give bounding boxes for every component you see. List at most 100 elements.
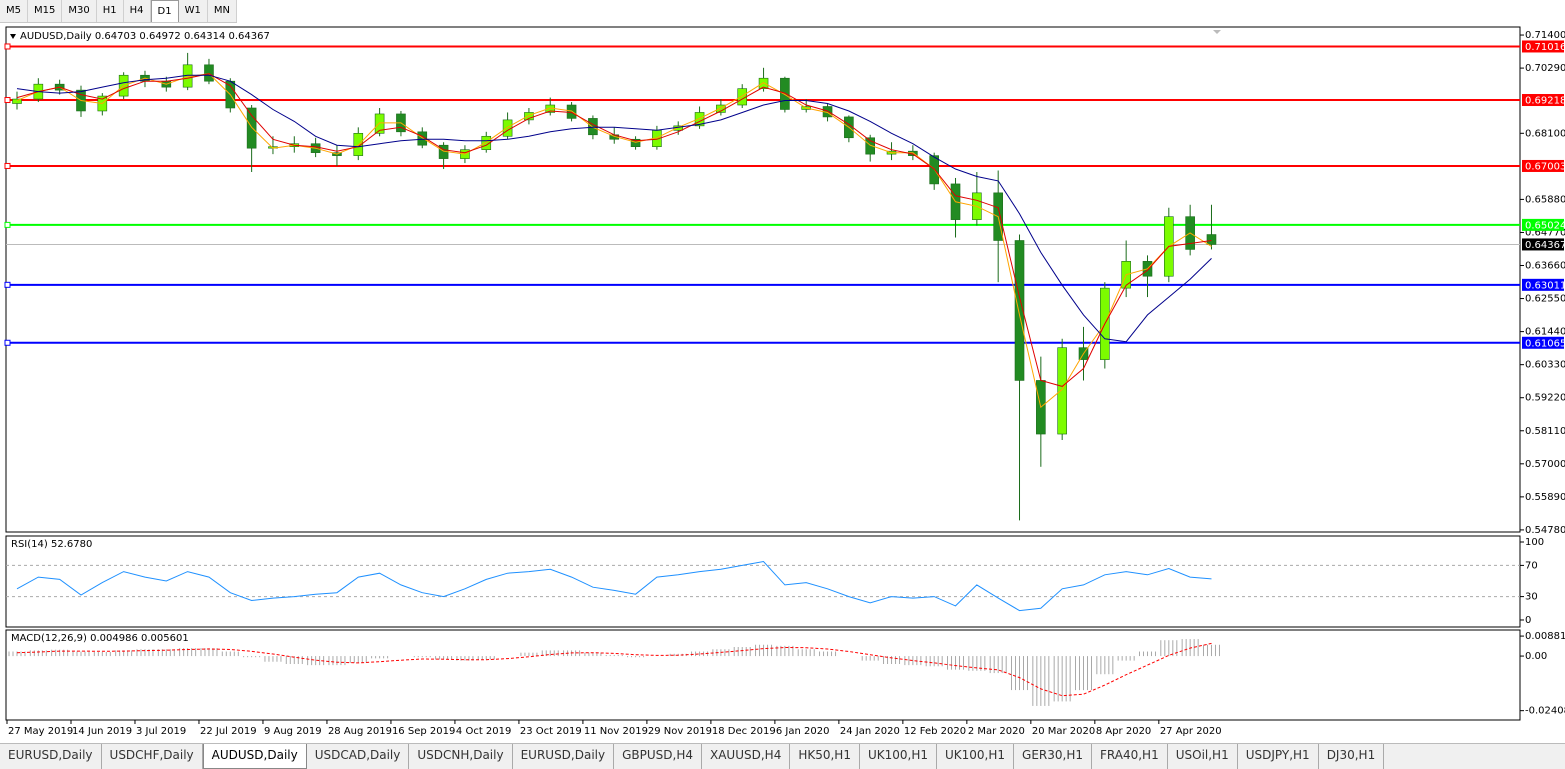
x-tick-label: 18 Dec 2019 [712,726,776,737]
y-tick-label: 0.70290 [1525,63,1565,74]
level-price-box [1522,218,1564,231]
x-tick-label: 3 Jul 2019 [136,726,186,737]
level-price-label: 0.67003 [1525,161,1565,172]
y-tick-label: 0.71400 [1525,30,1565,41]
candle-body [374,113,385,134]
timeframe-button[interactable]: D1 [150,0,179,22]
level-price-label: 0.69218 [1525,96,1565,107]
symbol-tab[interactable]: UK100,H1 [860,744,937,769]
symbol-tab[interactable]: DJ30,H1 [1319,744,1385,769]
level-price-box [1522,159,1564,172]
candle-body [246,107,257,149]
x-tick-label: 16 Sep 2019 [392,726,455,737]
symbol-tab[interactable]: EURUSD,Daily [0,744,102,769]
timeframe-button[interactable]: W1 [179,0,208,22]
timeframe-button[interactable]: M15 [28,0,63,22]
candle-body [566,104,577,119]
x-tick-label: 8 Apr 2020 [1096,726,1151,737]
symbol-tab[interactable]: FRA40,H1 [1092,744,1168,769]
y-tick-label: 0.65880 [1525,194,1565,205]
main-pane [5,26,1521,533]
y-tick-label: -0.024082 [1525,706,1565,717]
symbol-tab[interactable]: AUDUSD,Daily [202,744,307,769]
timeframe-button[interactable]: H1 [97,0,124,22]
level-anchor [4,221,11,228]
symbol-tab[interactable]: USDCHF,Daily [102,744,203,769]
level-anchor [4,339,11,346]
x-tick-label: 14 Jun 2019 [72,726,132,737]
symbol-tab[interactable]: GER30,H1 [1014,744,1092,769]
shift-marker [1213,30,1221,34]
candle-body [630,138,641,147]
symbol-tab[interactable]: USOil,H1 [1168,744,1238,769]
y-tick-label: 0.61440 [1525,327,1565,338]
candle-body [481,135,492,150]
candle-body [417,131,428,146]
y-tick-label: 0.55890 [1525,492,1565,503]
macd-pane [5,629,1521,721]
level-price-box [1522,336,1564,349]
x-tick-label: 4 Oct 2019 [456,726,511,737]
level-price-label: 0.71016 [1525,42,1565,53]
candle-body [758,77,769,89]
rsi-pane [5,535,1521,628]
macd-title: MACD(12,26,9) 0.004986 0.005601 [11,633,189,644]
level-price-label: 0.65024 [1525,220,1565,231]
x-tick-label: 28 Aug 2019 [328,726,392,737]
candle-body [865,137,876,155]
symbol-tab[interactable]: USDJPY,H1 [1238,744,1319,769]
last-price-box [1522,238,1564,251]
moving-average [16,73,1212,409]
level-price-box [1522,94,1564,107]
timeframe-button[interactable]: M5 [0,0,28,22]
symbol-tabs: EURUSD,Daily USDCHF,Daily AUDUSD,Daily USDC… [0,743,1565,769]
candle-body [12,98,22,104]
y-tick-label: 0.00 [1525,651,1547,662]
x-tick-label: 2 Mar 2020 [968,726,1025,737]
level-price-label: 0.63011 [1525,280,1565,291]
y-tick-label: 0.008815 [1525,631,1565,642]
symbol-tab[interactable]: HK50,H1 [790,744,860,769]
y-tick-label: 0.62550 [1525,294,1565,305]
x-tick-label: 20 Mar 2020 [1032,726,1095,737]
level-anchor [4,281,11,288]
timeframe-toolbar: M5 M15 M30 H1 H4 D1 W1 MN [0,0,237,23]
symbol-tab[interactable]: UK100,H1 [937,744,1015,769]
level-anchor [4,97,11,104]
y-tick-label: 0.64770 [1525,227,1565,238]
candle-body [1057,347,1067,435]
y-tick-label: 100 [1525,537,1544,548]
y-tick-label: 0.60330 [1525,360,1565,371]
timeframe-button[interactable]: H4 [124,0,151,22]
y-tick-label: 0 [1525,615,1531,626]
x-tick-label: 11 Nov 2019 [584,726,648,737]
y-tick-label: 0.57000 [1525,459,1565,470]
x-tick-label: 27 May 2019 [8,726,73,737]
x-tick-label: 27 Apr 2020 [1160,726,1222,737]
x-tick-label: 6 Jan 2020 [776,726,830,737]
x-tick-label: 12 Feb 2020 [904,726,966,737]
x-tick-label: 29 Nov 2019 [648,726,712,737]
candle-body [353,133,364,156]
timeframe-button[interactable]: MN [208,0,237,22]
timeframe-button[interactable]: M30 [62,0,97,22]
symbol-tab[interactable]: USDCNH,Daily [409,744,513,769]
symbol-tab[interactable]: USDCAD,Daily [307,744,410,769]
level-price-label: 0.61065 [1525,338,1565,349]
level-price-box [1522,40,1564,53]
candle-body [588,118,598,136]
chart-title: AUDUSD,Daily 0.64703 0.64972 0.64314 0.6… [20,31,270,42]
y-tick-label: 0.59220 [1525,393,1565,404]
x-tick-label: 24 Jan 2020 [840,726,900,737]
moving-average [16,74,1212,343]
symbol-tab[interactable]: EURUSD,Daily [513,744,615,769]
symbol-tab[interactable]: XAUUSD,H4 [702,744,791,769]
x-tick-label: 23 Oct 2019 [520,726,582,737]
candle-body [524,112,534,121]
level-price-box [1522,278,1564,291]
symbol-tab[interactable]: GBPUSD,H4 [614,744,702,769]
y-tick-label: 70 [1525,560,1538,571]
x-tick-label: 9 Aug 2019 [264,726,322,737]
rsi-line [16,560,1212,612]
candle-body [1014,240,1025,381]
